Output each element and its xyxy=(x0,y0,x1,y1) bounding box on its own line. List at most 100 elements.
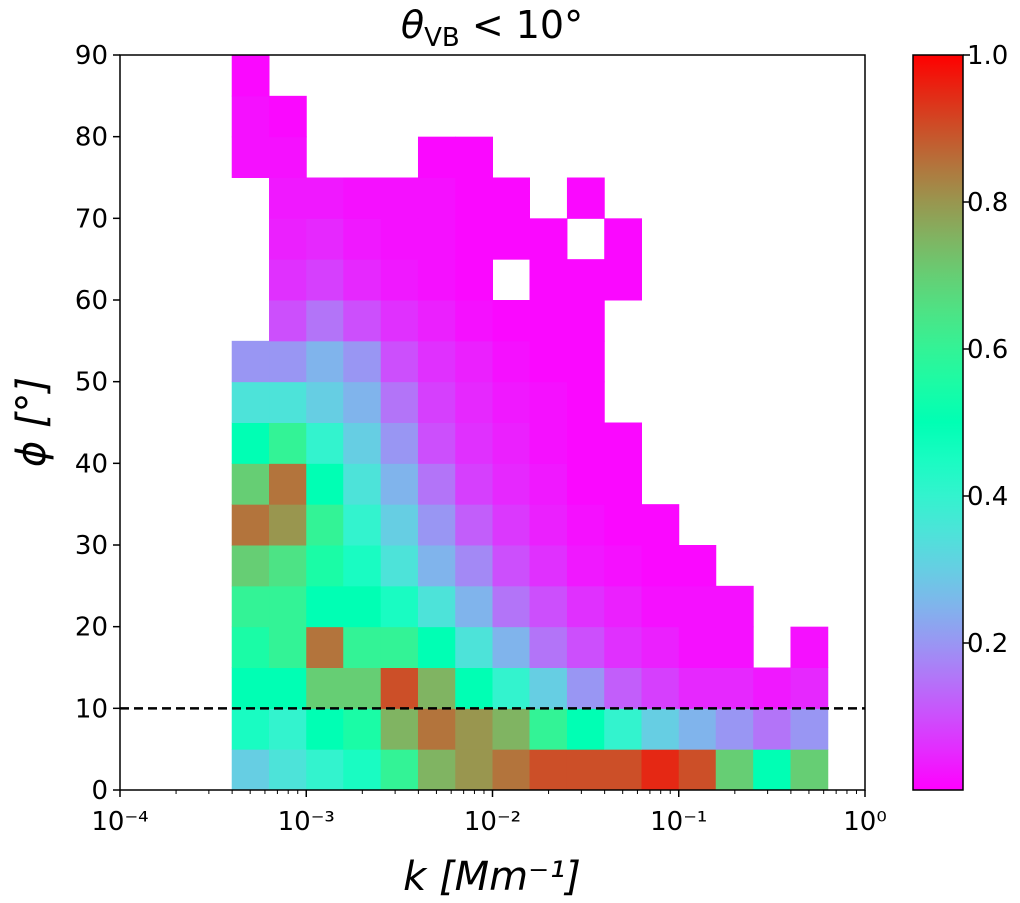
heatmap-cell xyxy=(492,545,530,587)
heatmap-cell xyxy=(306,667,344,709)
heatmap-cell xyxy=(306,463,344,505)
heatmap-cell xyxy=(753,749,791,791)
heatmap-cell xyxy=(753,708,791,750)
heatmap-cell xyxy=(529,259,568,301)
heatmap-cell xyxy=(343,667,382,709)
heatmap-cell xyxy=(492,381,530,423)
heatmap-cell xyxy=(455,422,493,464)
heatmap-cell xyxy=(641,626,680,668)
y-tick-label: 40 xyxy=(75,449,108,479)
heatmap-cell xyxy=(231,463,270,505)
heatmap-cell xyxy=(529,422,568,464)
heatmap-cell xyxy=(380,626,419,668)
heatmap-cell xyxy=(231,95,270,138)
heatmap-cell xyxy=(417,708,456,750)
heatmap-cell xyxy=(529,381,568,423)
heatmap-cell xyxy=(417,340,456,383)
heatmap-cell xyxy=(715,626,754,668)
heatmap-cell xyxy=(604,585,643,628)
heatmap-cell xyxy=(417,463,456,505)
heatmap-cell xyxy=(306,626,344,668)
heatmap-cell xyxy=(417,300,456,342)
heatmap-cell xyxy=(455,626,493,668)
heatmap-cell xyxy=(231,422,270,464)
heatmap-cell xyxy=(269,340,307,383)
heatmap-cell xyxy=(529,585,568,628)
heatmap-cell xyxy=(380,177,419,219)
heatmap-cell xyxy=(604,708,643,750)
title-symbol: θ xyxy=(401,3,424,47)
heatmap-cell xyxy=(269,463,307,505)
heatmap-cell xyxy=(715,708,754,750)
heatmap-cell xyxy=(455,749,493,791)
heatmap-cell xyxy=(678,545,717,587)
heatmap-cell xyxy=(604,626,643,668)
heatmap-cell xyxy=(678,708,717,750)
heatmap-cell xyxy=(343,504,382,546)
heatmap-cell xyxy=(269,300,307,342)
heatmap-cell xyxy=(343,300,382,342)
heatmap-cell xyxy=(641,504,680,546)
heatmap-cell xyxy=(231,626,270,668)
heatmap-cell xyxy=(417,218,456,260)
heatmap-cell xyxy=(306,422,344,464)
heatmap-cell xyxy=(529,545,568,587)
heatmap-cell xyxy=(678,585,717,628)
heatmap-cell xyxy=(641,749,680,791)
heatmap-cell xyxy=(306,545,344,587)
heatmap-cell xyxy=(417,504,456,546)
heatmap-cell xyxy=(231,667,270,709)
heatmap-cell xyxy=(455,504,493,546)
heatmap xyxy=(231,55,829,791)
heatmap-cell xyxy=(529,340,568,383)
heatmap-cell xyxy=(306,259,344,301)
axes: 10⁻⁴ 10⁻³ 10⁻² 10⁻¹ 10⁰ 0 10 20 30 40 50 60 70 80 90 xyxy=(75,41,887,837)
title-rest: < 10° xyxy=(460,3,583,47)
heatmap-cell xyxy=(566,545,605,587)
heatmap-cell xyxy=(492,300,530,342)
heatmap-cell xyxy=(380,463,419,505)
heatmap-cell xyxy=(343,259,382,301)
heatmap-cell xyxy=(380,749,419,791)
heatmap-cell xyxy=(231,545,270,587)
heatmap-cell xyxy=(455,300,493,342)
heatmap-cell xyxy=(604,218,643,260)
heatmap-cell xyxy=(231,585,270,628)
heatmap-cell xyxy=(566,259,605,301)
heatmap-cell xyxy=(380,545,419,587)
colorbar-tick-label: 0.6 xyxy=(967,335,1008,365)
heatmap-cell xyxy=(566,177,605,219)
heatmap-cell xyxy=(380,708,419,750)
heatmap-cell xyxy=(269,504,307,546)
heatmap-cell xyxy=(529,749,568,791)
heatmap-cell xyxy=(604,545,643,587)
heatmap-cell xyxy=(417,422,456,464)
heatmap-cell xyxy=(455,708,493,750)
y-tick-label: 0 xyxy=(91,776,108,806)
heatmap-cell xyxy=(492,667,530,709)
heatmap-cell xyxy=(604,504,643,546)
heatmap-cell xyxy=(231,708,270,750)
heatmap-cell xyxy=(269,667,307,709)
colorbar-tick-label: 0.8 xyxy=(967,188,1008,218)
heatmap-cell xyxy=(455,545,493,587)
heatmap-cell xyxy=(231,504,270,546)
heatmap-cell xyxy=(269,749,307,791)
heatmap-cell xyxy=(492,340,530,383)
heatmap-cell xyxy=(529,708,568,750)
heatmap-cell xyxy=(343,749,382,791)
heatmap-cell xyxy=(529,626,568,668)
heatmap-cell xyxy=(678,667,717,709)
heatmap-cell xyxy=(380,218,419,260)
heatmap-cell xyxy=(566,626,605,668)
heatmap-cell xyxy=(641,667,680,709)
heatmap-cell xyxy=(417,667,456,709)
heatmap-cell xyxy=(269,95,307,138)
heatmap-cell xyxy=(715,585,754,628)
heatmap-cell xyxy=(306,749,344,791)
colorbar-tick-label: 0.2 xyxy=(967,629,1008,659)
heatmap-cell xyxy=(641,708,680,750)
heatmap-cell xyxy=(269,259,307,301)
heatmap-cell xyxy=(343,218,382,260)
heatmap-cell xyxy=(306,381,344,423)
